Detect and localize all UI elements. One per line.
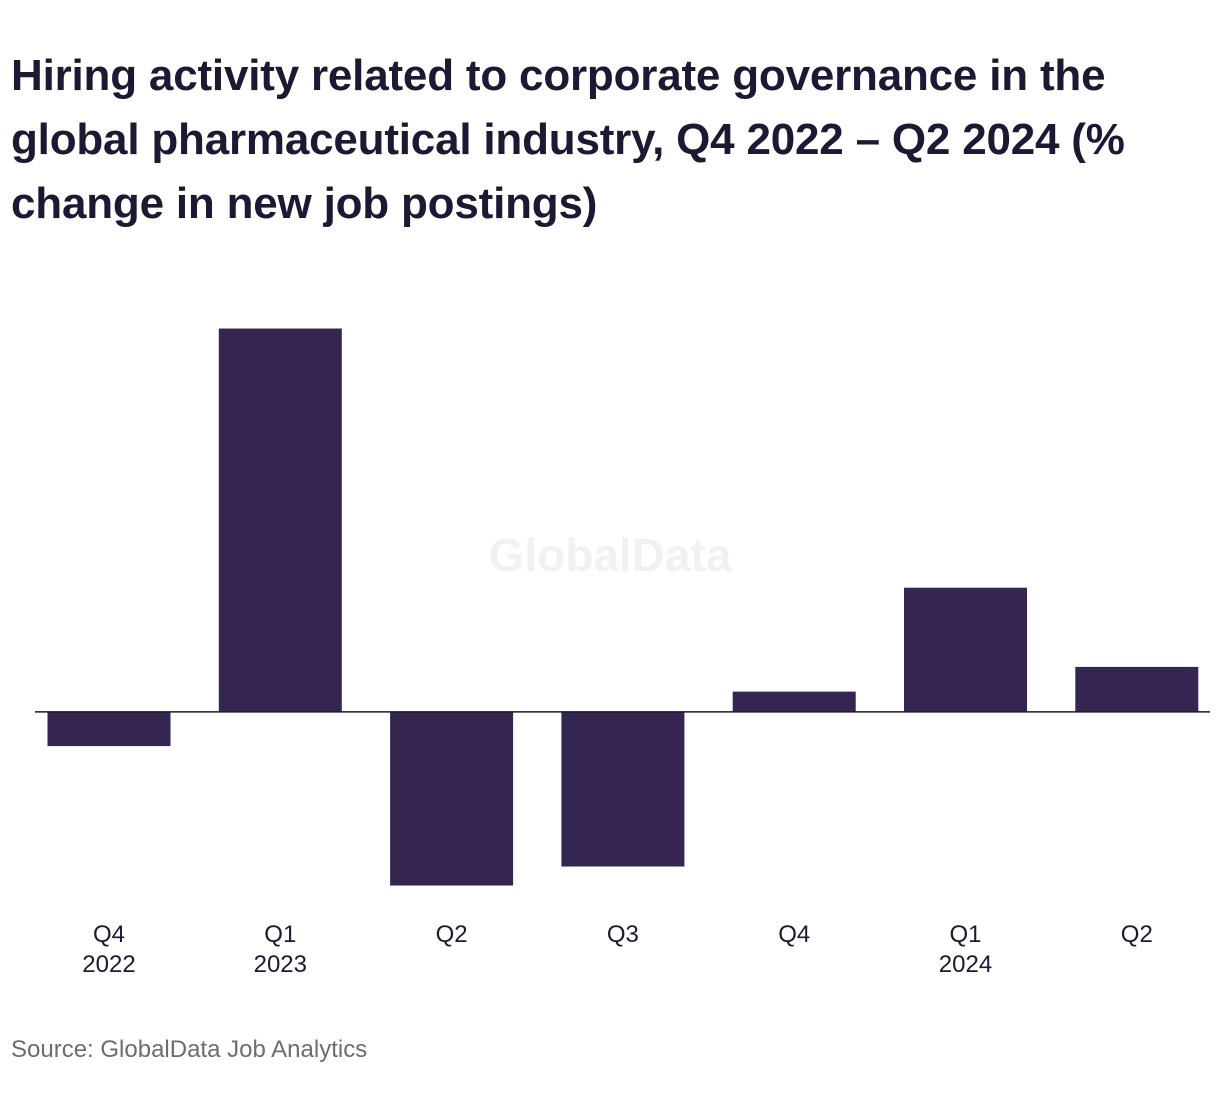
bars-group xyxy=(47,328,1199,886)
x-tick-label: Q1 xyxy=(264,921,296,948)
x-tick-year-label: 2024 xyxy=(939,951,992,978)
chart-title: Hiring activity related to corporate gov… xyxy=(11,51,1125,228)
x-axis-labels: Q4 2022 Q1 2023 Q2 Q3 Q4 Q1 2024 Q2 xyxy=(82,921,1153,978)
bar xyxy=(904,587,1027,712)
bar xyxy=(390,711,514,886)
x-tick-label: Q4 xyxy=(778,921,810,948)
x-tick-label: Q3 xyxy=(607,921,639,948)
x-tick-label: Q4 xyxy=(93,921,125,948)
bar xyxy=(1075,666,1199,712)
bar xyxy=(218,328,342,712)
x-tick-year-label: 2022 xyxy=(82,951,135,978)
x-tick-label: Q2 xyxy=(436,921,468,948)
x-tick-label: Q2 xyxy=(1121,921,1153,948)
x-tick-label: Q1 xyxy=(949,921,981,948)
watermark: GlobalData xyxy=(489,529,732,581)
x-tick-year-label: 2023 xyxy=(254,951,307,978)
bar xyxy=(732,691,856,712)
bar xyxy=(561,711,685,867)
bar xyxy=(47,711,171,747)
source-note: Source: GlobalData Job Analytics xyxy=(11,1036,368,1063)
